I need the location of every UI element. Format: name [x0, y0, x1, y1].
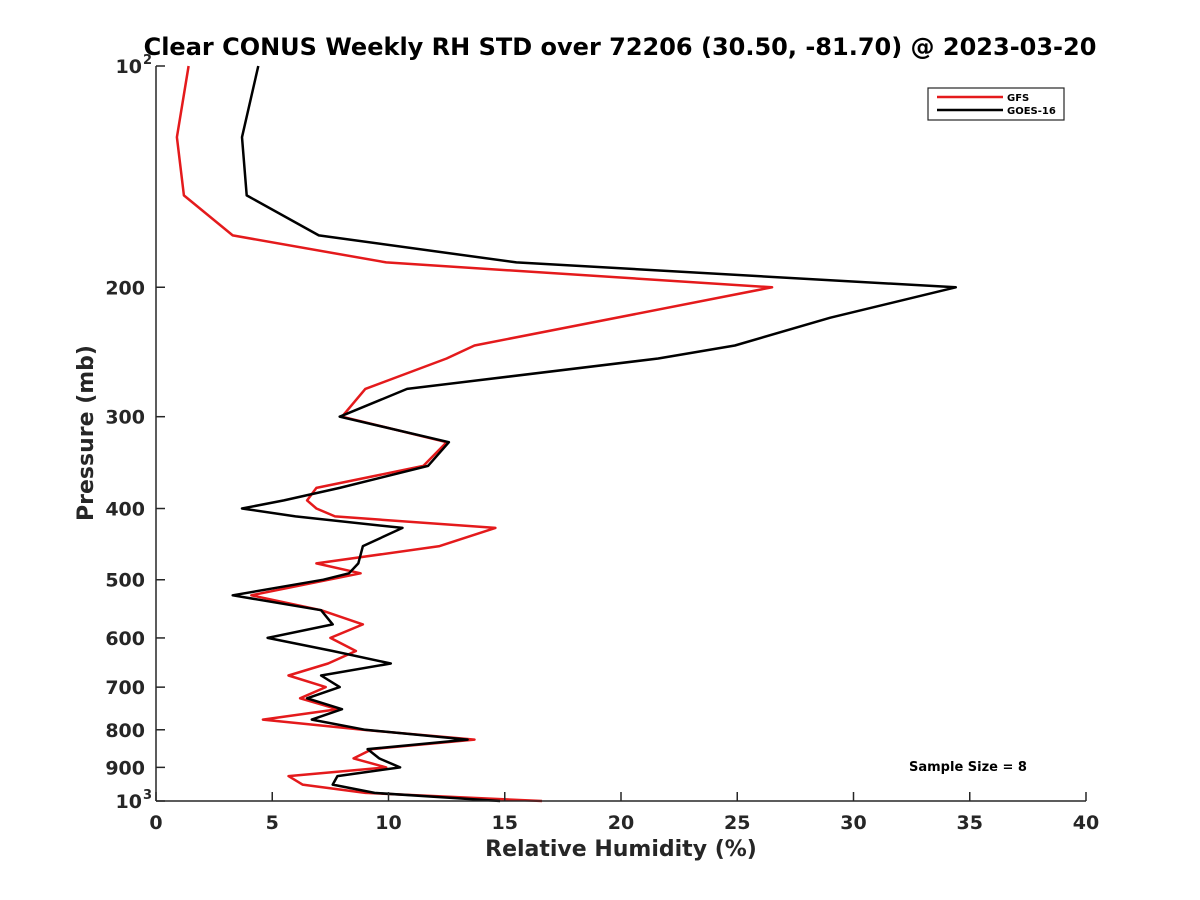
y-tick-label: 400	[105, 499, 145, 521]
x-tick-label: 35	[957, 812, 983, 834]
y-tick-label: 500	[105, 570, 145, 592]
y-tick-label: 10	[116, 791, 142, 813]
legend-label-gfs: GFS	[1007, 93, 1029, 104]
series-line-gfs	[175, 65, 774, 803]
x-tick-label: 0	[149, 812, 162, 834]
x-tick-label: 5	[266, 812, 279, 834]
y-tick-label: 200	[105, 277, 145, 299]
series-line-goes-16	[231, 65, 958, 803]
y-tick-label: 600	[105, 628, 145, 650]
x-tick-label: 15	[492, 812, 518, 834]
y-tick-label: 10	[116, 56, 142, 78]
x-tick-label: 40	[1073, 812, 1099, 834]
y-tick-label: 700	[105, 677, 145, 699]
x-ticks: 0 5 10 15 20 25 30 35 40	[149, 792, 1099, 834]
x-tick-label: 30	[840, 812, 866, 834]
sample-size-annotation: Sample Size = 8	[909, 760, 1027, 775]
legend-box	[927, 87, 1065, 121]
x-tick-label: 20	[608, 812, 634, 834]
y-tick-exponent: 2	[143, 53, 152, 68]
y-tick-exponent: 3	[143, 788, 152, 803]
y-axis-label: Pressure (mb)	[74, 345, 99, 521]
chart-title: Clear CONUS Weekly RH STD over 72206 (30…	[144, 33, 1097, 61]
x-tick-label: 10	[375, 812, 401, 834]
y-tick-label: 300	[105, 407, 145, 429]
series-layer	[175, 65, 958, 803]
legend-label-goes-16: GOES-16	[1007, 106, 1056, 117]
legend: GFS GOES-16	[927, 87, 1065, 121]
x-axis-label: Relative Humidity (%)	[485, 837, 757, 862]
x-tick-label: 25	[724, 812, 750, 834]
y-tick-label: 900	[105, 757, 145, 779]
y-tick-label: 800	[105, 720, 145, 742]
